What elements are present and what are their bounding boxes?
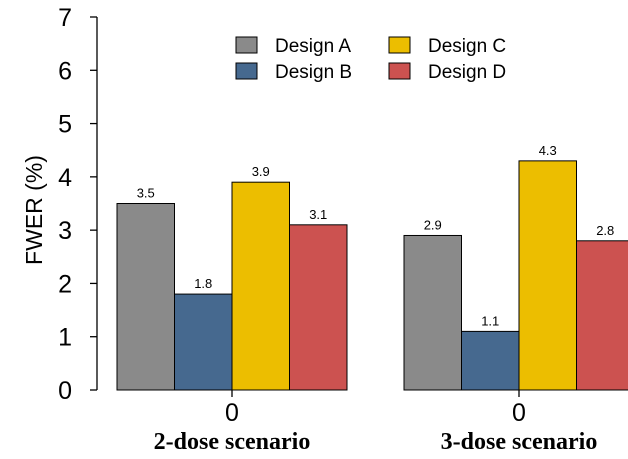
y-tick-label: 1 <box>58 324 72 352</box>
y-tick-label: 2 <box>58 270 72 298</box>
bar-design-a <box>403 234 462 391</box>
y-axis-label: FWER (%) <box>21 155 47 265</box>
legend: Design A Design B Design C Design D <box>235 36 506 83</box>
x-tick-label: 0 <box>225 399 239 427</box>
bar-value-label: 1.8 <box>194 276 212 291</box>
y-tick-label: 0 <box>58 377 72 405</box>
bar-value-label: 3.1 <box>309 207 327 222</box>
bar-value-label: 1.1 <box>481 313 499 328</box>
legend-label: Design D <box>428 62 506 83</box>
y-tick-label: 6 <box>58 57 72 85</box>
legend-label: Design B <box>275 62 352 83</box>
legend-swatch <box>235 62 258 80</box>
legend-swatch <box>235 36 258 54</box>
legend-swatch <box>388 36 411 54</box>
y-tick-label: 3 <box>58 217 72 245</box>
bar-value-label: 3.9 <box>252 164 270 179</box>
bar-value-label: 3.5 <box>137 186 155 201</box>
bar-design-b <box>174 293 233 391</box>
bar-value-label: 2.8 <box>596 223 614 238</box>
legend-swatch <box>388 62 411 80</box>
bar-design-d <box>289 224 348 391</box>
group-label: 2-dose scenario <box>154 429 311 455</box>
y-tick-label: 5 <box>58 111 72 139</box>
bar-value-label: 2.9 <box>424 217 442 232</box>
y-axis-ticks: 0 1 2 3 4 5 6 7 <box>58 4 97 405</box>
bar-design-c <box>518 160 577 391</box>
bar-design-d <box>576 240 628 391</box>
legend-label: Design A <box>275 36 351 57</box>
group-label: 3-dose scenario <box>441 429 598 455</box>
bar-design-c <box>231 181 290 391</box>
x-tick-label: 0 <box>512 399 526 427</box>
bar-design-b <box>461 330 520 391</box>
bar-value-label: 4.3 <box>539 143 557 158</box>
bars: 3.5 1.8 3.9 3.1 2.9 1.1 4.3 2.8 <box>116 143 628 391</box>
y-tick-label: 4 <box>58 164 72 192</box>
y-tick-label: 7 <box>58 4 72 32</box>
bar-design-a <box>116 203 175 391</box>
legend-label: Design C <box>428 36 506 57</box>
